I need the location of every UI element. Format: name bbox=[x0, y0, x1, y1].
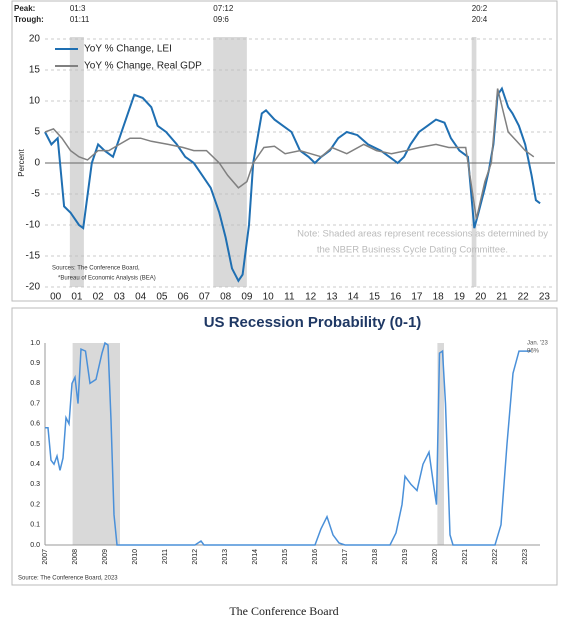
x-tick-label: 2023 bbox=[522, 549, 529, 565]
x-tick-label: 05 bbox=[156, 292, 168, 303]
x-tick-label: 2008 bbox=[72, 549, 79, 565]
x-tick-label: 2017 bbox=[342, 549, 349, 565]
x-tick-label: 14 bbox=[348, 292, 360, 303]
x-tick-label: 01 bbox=[71, 292, 83, 303]
x-tick-label: 13 bbox=[326, 292, 338, 303]
x-tick-label: 23 bbox=[539, 292, 551, 303]
x-tick-label: 2013 bbox=[222, 549, 229, 565]
y-tick-label: 0.1 bbox=[30, 522, 40, 529]
annotation: 96% bbox=[527, 349, 540, 355]
y-tick-label: 0.0 bbox=[30, 542, 40, 549]
recession-shade bbox=[437, 343, 444, 545]
y-tick-label: -20 bbox=[26, 282, 41, 293]
y-tick-label: 1.0 bbox=[30, 340, 40, 347]
y-tick-label: 15 bbox=[29, 65, 41, 76]
y-axis-label: Percent bbox=[17, 148, 26, 176]
x-tick-label: 2019 bbox=[402, 549, 409, 565]
trough-header: Trough: bbox=[14, 15, 44, 24]
x-tick-label: 11 bbox=[284, 292, 295, 303]
x-tick-label: 09 bbox=[241, 292, 253, 303]
x-tick-label: 16 bbox=[390, 292, 402, 303]
x-tick-label: 2011 bbox=[162, 549, 169, 564]
x-tick-label: 2015 bbox=[282, 549, 289, 565]
trough-label: 01:11 bbox=[70, 15, 90, 24]
x-tick-label: 10 bbox=[263, 292, 275, 303]
x-tick-label: 20 bbox=[475, 292, 487, 303]
x-tick-label: 2018 bbox=[372, 549, 379, 565]
peak-label: 20:2 bbox=[472, 4, 488, 13]
source: *Bureau of Economic Analysis (BEA) bbox=[58, 276, 156, 282]
bottom-frame bbox=[11, 307, 558, 586]
x-tick-label: 03 bbox=[114, 292, 126, 303]
x-tick-label: 2012 bbox=[192, 549, 199, 565]
top-frame bbox=[11, 0, 558, 302]
y-tick-label: 0.8 bbox=[30, 380, 40, 387]
x-tick-label: 17 bbox=[411, 292, 423, 303]
note: the NBER Business Cycle Dating Committee… bbox=[317, 245, 508, 256]
x-tick-label: 02 bbox=[93, 292, 105, 303]
x-tick-label: 2016 bbox=[312, 549, 319, 565]
x-tick-label: 2022 bbox=[492, 549, 499, 565]
x-tick-label: 07 bbox=[199, 292, 211, 303]
x-tick-label: 2010 bbox=[132, 549, 139, 565]
source: Sources: The Conference Board, bbox=[52, 266, 140, 272]
x-tick-label: 15 bbox=[369, 292, 381, 303]
x-tick-label: 04 bbox=[135, 292, 147, 303]
y-tick-label: 0.5 bbox=[30, 441, 40, 448]
y-tick-label: -10 bbox=[26, 220, 41, 231]
series-line bbox=[45, 341, 531, 546]
x-tick-label: 06 bbox=[178, 292, 190, 303]
x-tick-label: 2009 bbox=[102, 549, 109, 565]
y-tick-label: 0.6 bbox=[30, 421, 40, 428]
source: Source: The Conference Board, 2023 bbox=[18, 576, 118, 582]
caption: The Conference Board bbox=[229, 604, 338, 618]
y-tick-label: 20 bbox=[29, 34, 41, 45]
x-tick-label: 19 bbox=[454, 292, 466, 303]
x-tick-label: 22 bbox=[518, 292, 530, 303]
y-tick-label: 0.2 bbox=[30, 501, 40, 508]
legend-label: YoY % Change, LEI bbox=[84, 44, 172, 55]
y-tick-label: 0.7 bbox=[30, 400, 40, 407]
x-tick-label: 2007 bbox=[42, 549, 49, 565]
recession-shade bbox=[69, 37, 84, 287]
x-tick-label: 08 bbox=[220, 292, 232, 303]
chart-title: US Recession Probability (0-1) bbox=[204, 314, 422, 331]
y-tick-label: 0.9 bbox=[30, 360, 40, 367]
y-tick-label: 0.4 bbox=[30, 461, 40, 468]
series-line bbox=[44, 88, 535, 219]
trough-label: 20:4 bbox=[472, 15, 488, 24]
peak-header: Peak: bbox=[14, 4, 35, 13]
x-tick-label: 21 bbox=[496, 292, 508, 303]
y-tick-label: -5 bbox=[31, 189, 40, 200]
peak-label: 01:3 bbox=[70, 4, 86, 13]
y-tick-label: -15 bbox=[26, 251, 41, 262]
annotation: Jan. '23 bbox=[527, 341, 548, 347]
trough-label: 09:6 bbox=[213, 15, 229, 24]
x-tick-label: 18 bbox=[433, 292, 445, 303]
x-tick-label: 00 bbox=[50, 292, 62, 303]
peak-label: 07:12 bbox=[213, 4, 234, 13]
x-tick-label: 2020 bbox=[432, 549, 439, 565]
recession-shade bbox=[471, 37, 477, 287]
x-tick-label: 2021 bbox=[462, 549, 469, 565]
legend-label: YoY % Change, Real GDP bbox=[84, 61, 202, 72]
note: Note: Shaded areas represent recessions … bbox=[297, 229, 548, 240]
x-tick-label: 12 bbox=[305, 292, 317, 303]
x-tick-label: 2014 bbox=[252, 549, 259, 565]
y-tick-label: 0.3 bbox=[30, 481, 40, 488]
y-tick-label: 0 bbox=[34, 158, 40, 169]
y-tick-label: 10 bbox=[29, 96, 41, 107]
y-tick-label: 5 bbox=[34, 127, 40, 138]
series-line bbox=[44, 86, 541, 283]
